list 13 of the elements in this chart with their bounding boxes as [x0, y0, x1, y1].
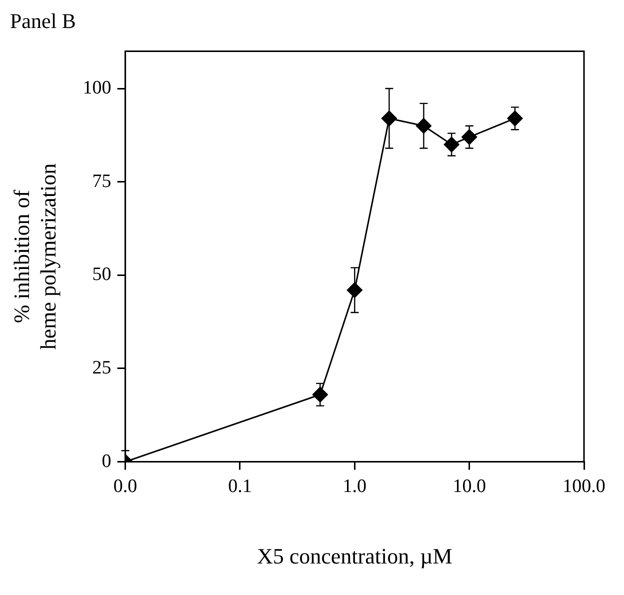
y-tick-label: 25 [92, 357, 112, 378]
x-tick-label: 10.0 [452, 476, 486, 498]
x-tick-label: 100.0 [562, 476, 606, 498]
y-axis-title: % inhibition of heme polymerization [8, 163, 60, 350]
y-tick-label: 0 [102, 450, 112, 472]
x-tick-label: 0.0 [113, 476, 138, 498]
y-tick-label: 75 [92, 170, 112, 192]
y-tick-label: 100 [82, 78, 112, 99]
chart-title: Panel B [10, 9, 76, 34]
x-axis-title: X5 concentration, µM [256, 544, 452, 569]
x-tick-label: 1.0 [342, 476, 367, 498]
x-tick-label: 0.1 [228, 476, 252, 498]
y-tick-label: 50 [92, 264, 112, 286]
